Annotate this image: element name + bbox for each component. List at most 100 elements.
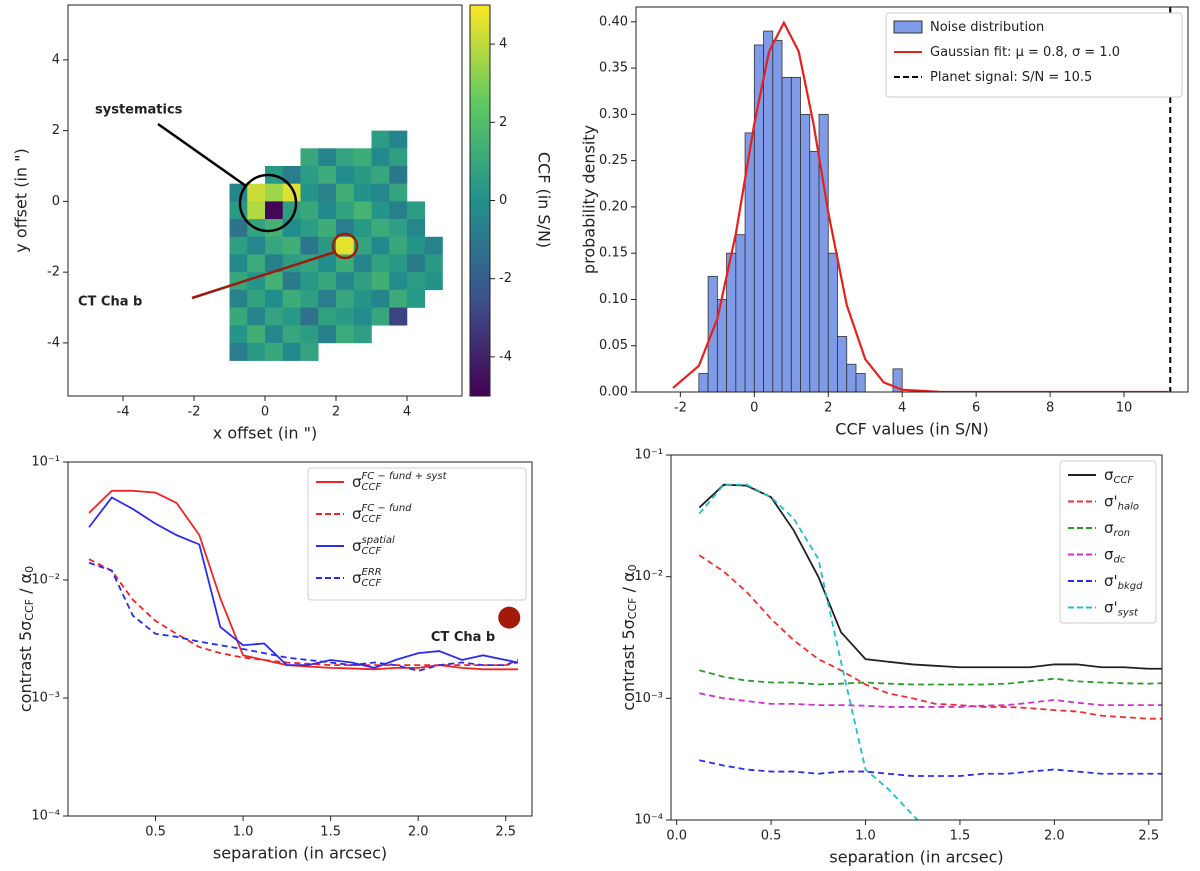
heatmap-cell xyxy=(300,219,319,238)
y-tick-label: 0.30 xyxy=(599,107,628,122)
series-line xyxy=(698,483,919,820)
heatmap-cell xyxy=(335,219,355,238)
heatmap-cell xyxy=(371,272,390,291)
x-tick-label: 8 xyxy=(1046,401,1054,416)
y-tick-label: 0.00 xyxy=(599,385,628,400)
x-axis-label: x offset (in ") xyxy=(213,424,317,443)
heatmap-cell xyxy=(265,219,284,238)
series-line xyxy=(699,759,1162,777)
heatmap-cell xyxy=(353,201,372,220)
heatmap-cell xyxy=(300,166,319,184)
histogram-bar xyxy=(837,336,848,393)
heatmap-cell xyxy=(318,201,337,220)
x-tick-label: -2 xyxy=(674,401,687,416)
heatmap-cell xyxy=(389,166,408,184)
heatmap-cell xyxy=(406,201,426,220)
heatmap-cell xyxy=(353,289,372,308)
heatmap-cell xyxy=(247,325,266,344)
heatmap-cell xyxy=(282,272,301,291)
heatmap-cell xyxy=(353,183,372,202)
point-label: CT Cha b xyxy=(431,630,495,645)
heatmap-cell xyxy=(406,219,426,238)
heatmap-cell xyxy=(247,307,266,326)
y-tick-label: 10⁻¹ xyxy=(31,455,60,470)
y-tick-label: 0 xyxy=(52,194,60,209)
annotation: CT Cha b xyxy=(78,295,142,310)
series-line xyxy=(699,669,1162,686)
y-tick-label: 2 xyxy=(52,123,60,138)
heatmap-cell xyxy=(282,342,301,361)
y-tick-label: 0.05 xyxy=(599,338,628,353)
legend-sub: halo xyxy=(1118,502,1139,513)
x-tick-label: 6 xyxy=(972,401,980,416)
x-tick-label: 1.5 xyxy=(320,825,341,840)
colorbar-label: CCF (in S/N) xyxy=(535,152,554,248)
heatmap-cell xyxy=(282,166,301,184)
y-axis-label-part: contrast 5σ xyxy=(619,619,638,710)
annotation-line xyxy=(191,250,336,300)
legend-box xyxy=(885,12,1183,98)
heatmap-cell xyxy=(318,148,337,167)
y-tick-label: 10⁻⁴ xyxy=(31,809,60,824)
y-tick-label: -4 xyxy=(47,335,60,350)
heatmap-cell xyxy=(247,254,266,273)
y-tick-label: 0.15 xyxy=(599,246,628,261)
x-tick-label: 2.0 xyxy=(1044,829,1065,844)
x-tick-label: 1.0 xyxy=(233,825,254,840)
series-line xyxy=(698,483,1162,670)
heatmap-cell xyxy=(247,342,266,361)
heatmap-cell xyxy=(247,289,266,308)
heatmap-cell xyxy=(265,272,284,291)
heatmap-cell xyxy=(318,289,337,308)
legend-entry: σdc xyxy=(1104,545,1126,566)
heatmap-cell xyxy=(229,219,248,238)
heatmap-cell xyxy=(389,201,408,220)
legend-sub: syst xyxy=(1118,608,1139,619)
x-tick-label: 0 xyxy=(261,405,269,420)
heatmap-cell xyxy=(265,254,284,273)
histogram-bar xyxy=(781,76,792,393)
legend-entry: σ'syst xyxy=(1104,598,1139,619)
legend-entry: σ'halo xyxy=(1104,492,1139,513)
heatmap-cell xyxy=(424,272,443,291)
legend-box xyxy=(1059,460,1157,624)
heatmap-cell xyxy=(318,166,337,184)
legend-name: σ xyxy=(352,537,362,555)
y-axis-label-part: CCF xyxy=(23,599,36,621)
axes-frame xyxy=(635,6,1189,393)
y-tick-label: 10⁻² xyxy=(634,569,663,584)
axes-frame xyxy=(67,461,533,817)
heatmap-cell xyxy=(406,236,426,255)
heatmap-cell xyxy=(406,254,426,273)
x-axis-label: separation (in arcsec) xyxy=(213,844,387,863)
y-tick-label: 0.10 xyxy=(599,292,628,307)
y-tick-label: 0.25 xyxy=(599,153,628,168)
heatmap-cell xyxy=(282,219,301,238)
heatmap-cell xyxy=(353,148,372,167)
histogram-bar xyxy=(763,30,774,393)
y-tick-label: 0.35 xyxy=(599,61,628,76)
legend-entry: Noise distribution xyxy=(930,20,1044,35)
heatmap-cell xyxy=(335,307,355,326)
heatmap-cell xyxy=(335,325,355,344)
heatmap-cell xyxy=(265,201,284,220)
heatmap-cell xyxy=(353,325,372,344)
heatmap-cell xyxy=(300,307,319,326)
y-axis-label-part: 0 xyxy=(626,564,639,571)
x-tick-label: 4 xyxy=(898,401,906,416)
legend-name: σ' xyxy=(1104,572,1118,590)
y-tick-label: 10⁻¹ xyxy=(634,448,663,463)
heatmap-cell xyxy=(353,307,372,326)
heatmap-cell xyxy=(229,325,248,344)
heatmap-cell xyxy=(389,307,408,326)
heatmap-cell xyxy=(282,307,301,326)
legend-sub: bkgd xyxy=(1118,581,1143,592)
x-tick-label: 0.0 xyxy=(666,829,687,844)
x-tick-label: 1.0 xyxy=(855,829,876,844)
heatmap-cell xyxy=(318,236,337,255)
heatmap-cell xyxy=(371,130,390,149)
x-tick-label: -4 xyxy=(117,405,130,420)
y-axis-label-part: CCF xyxy=(626,598,639,620)
legend-swatch xyxy=(893,20,923,34)
heatmap-cell xyxy=(318,272,337,291)
